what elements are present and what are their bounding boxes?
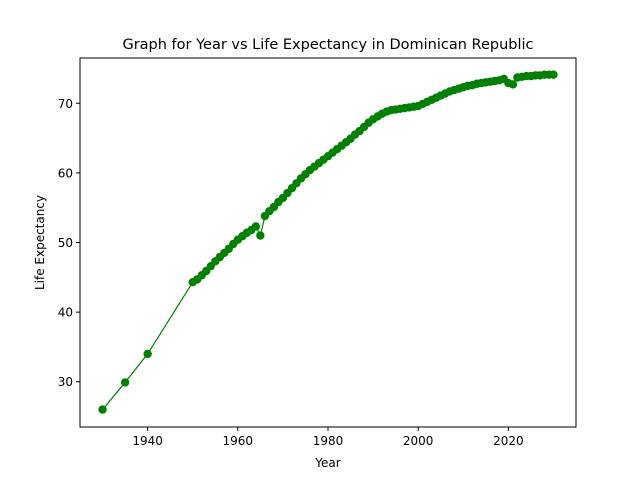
- plot-frame: [79, 57, 577, 428]
- y-axis-ticks: 30 40 50 60 70: [58, 97, 80, 389]
- x-tick-label: 2020: [493, 434, 524, 448]
- y-tick-label: 70: [58, 97, 73, 111]
- y-tick-label: 40: [58, 306, 73, 320]
- chart-title: Graph for Year vs Life Expectancy in Dom…: [122, 37, 533, 53]
- data-point: [98, 405, 107, 414]
- y-axis-label: Life Expectancy: [33, 195, 47, 290]
- y-tick-label: 50: [58, 236, 73, 250]
- data-point: [256, 231, 265, 240]
- data-point: [549, 70, 558, 79]
- data-point: [143, 349, 152, 359]
- x-tick-label: 1940: [132, 434, 163, 448]
- y-tick-label: 30: [58, 375, 73, 389]
- data-point: [120, 378, 130, 387]
- data-point: [508, 80, 518, 89]
- x-tick-label: 1960: [223, 434, 254, 448]
- x-axis-label: Year: [314, 456, 340, 470]
- x-axis-ticks: 1940 1960 1980 2000 2020: [132, 427, 524, 448]
- x-tick-label: 2000: [403, 434, 434, 448]
- y-tick-label: 60: [58, 166, 73, 180]
- series-layer: [98, 70, 558, 414]
- data-point: [251, 222, 261, 231]
- x-tick-label: 1980: [313, 434, 344, 448]
